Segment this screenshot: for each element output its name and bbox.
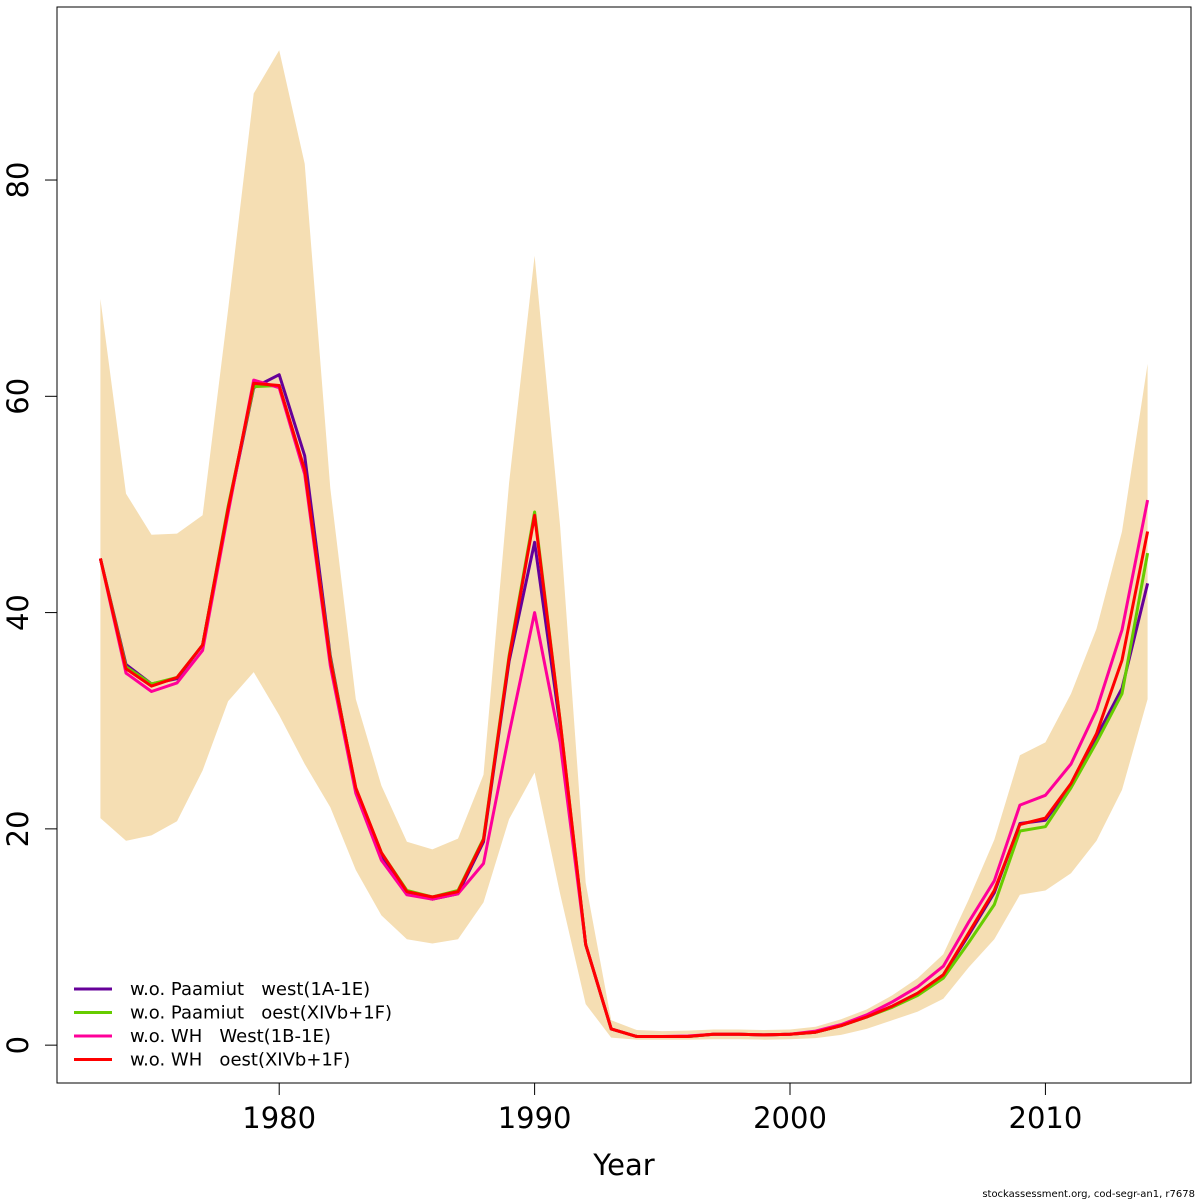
y-tick-label: 0 — [1, 1036, 35, 1054]
legend-label: w.o. WH oest(XIVb+1F) — [130, 1050, 350, 1071]
footer-note: stockassessment.org, cod-segr-an1, r7678 — [982, 1189, 1195, 1200]
series-line-4 — [98, 381, 1150, 1038]
y-tick-label: 20 — [1, 810, 35, 847]
x-tick-label: 1980 — [242, 1101, 316, 1135]
series-lines — [98, 373, 1150, 1038]
y-axis: 0 20 40 60 80 — [1, 162, 58, 1054]
x-axis-title: Year — [592, 1148, 654, 1182]
legend-label: w.o. Paamiut west(1A-1E) — [130, 979, 370, 1000]
y-tick-label: 80 — [1, 162, 35, 199]
y-tick-label: 60 — [1, 378, 35, 415]
y-tick-label: 40 — [1, 594, 35, 631]
x-axis: 1980 1990 2000 2010 — [242, 1082, 1083, 1135]
legend: w.o. Paamiut west(1A-1E) w.o. Paamiut oes… — [74, 979, 392, 1071]
x-tick-label: 2000 — [753, 1101, 827, 1135]
legend-label: w.o. Paamiut oest(XIVb+1F) — [130, 1003, 392, 1024]
x-tick-label: 2010 — [1009, 1101, 1083, 1135]
legend-label: w.o. WH West(1B-1E) — [130, 1026, 331, 1047]
confidence-band-layer — [100, 50, 1148, 1040]
confidence-band — [100, 50, 1148, 1040]
x-tick-label: 1990 — [498, 1101, 572, 1135]
